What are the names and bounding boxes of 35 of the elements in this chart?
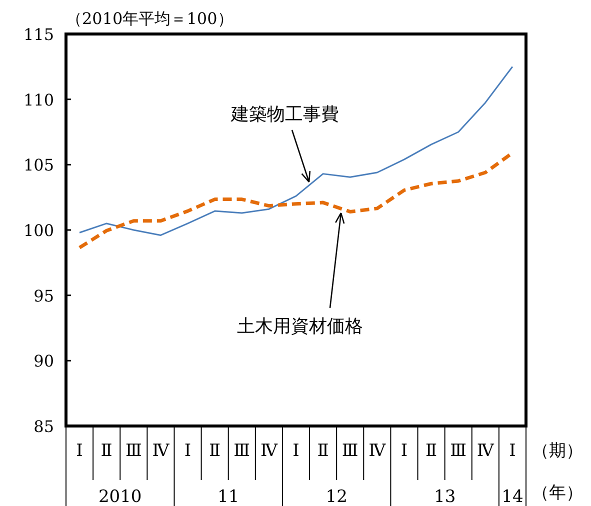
x-tick-label: Ⅳ [260,441,278,461]
text: 13 [434,487,456,506]
x-tick-label: Ⅲ [342,441,358,461]
text: 14 [502,487,524,506]
x-tick-label: Ⅲ [450,441,467,461]
y-tick-label: 90 [34,352,54,371]
text: 11 [218,487,240,506]
y-axis-title: （2010年平均＝100） [66,9,234,28]
line-series [78,66,514,236]
text: 12 [326,487,348,506]
text: 建築物工事費 [230,104,339,125]
y-tick-label: 105 [23,156,54,175]
text: （年） [532,483,583,503]
text: 土木用資材価格 [237,316,363,337]
x-tick-label: Ⅰ [509,441,516,461]
x-tick-label: Ⅳ [476,441,495,461]
x-tick-label: Ⅰ [76,441,83,461]
x-tick-label: Ⅰ [400,441,408,461]
text: 2010 [98,487,142,506]
x-tick-label: Ⅰ [184,441,192,461]
x-tick-label: Ⅲ [125,441,142,461]
x-tick-label: Ⅳ [152,441,170,461]
text: （期） [532,441,583,461]
x-tick-label: Ⅲ [234,441,250,461]
x-tick-label: Ⅱ [426,441,438,461]
x-tick-label: Ⅰ [292,441,300,461]
x-tick-label: Ⅱ [317,441,329,461]
y-tick-label: 95 [34,286,54,306]
x-tick-label: Ⅳ [368,441,387,461]
y-tick-label: 115 [23,25,54,44]
x-tick-label: Ⅱ [209,441,221,461]
y-tick-label: 85 [34,417,54,436]
y-tick-label: 110 [23,90,54,110]
x-tick-label: Ⅱ [100,441,112,461]
y-tick-label: 100 [23,221,54,240]
